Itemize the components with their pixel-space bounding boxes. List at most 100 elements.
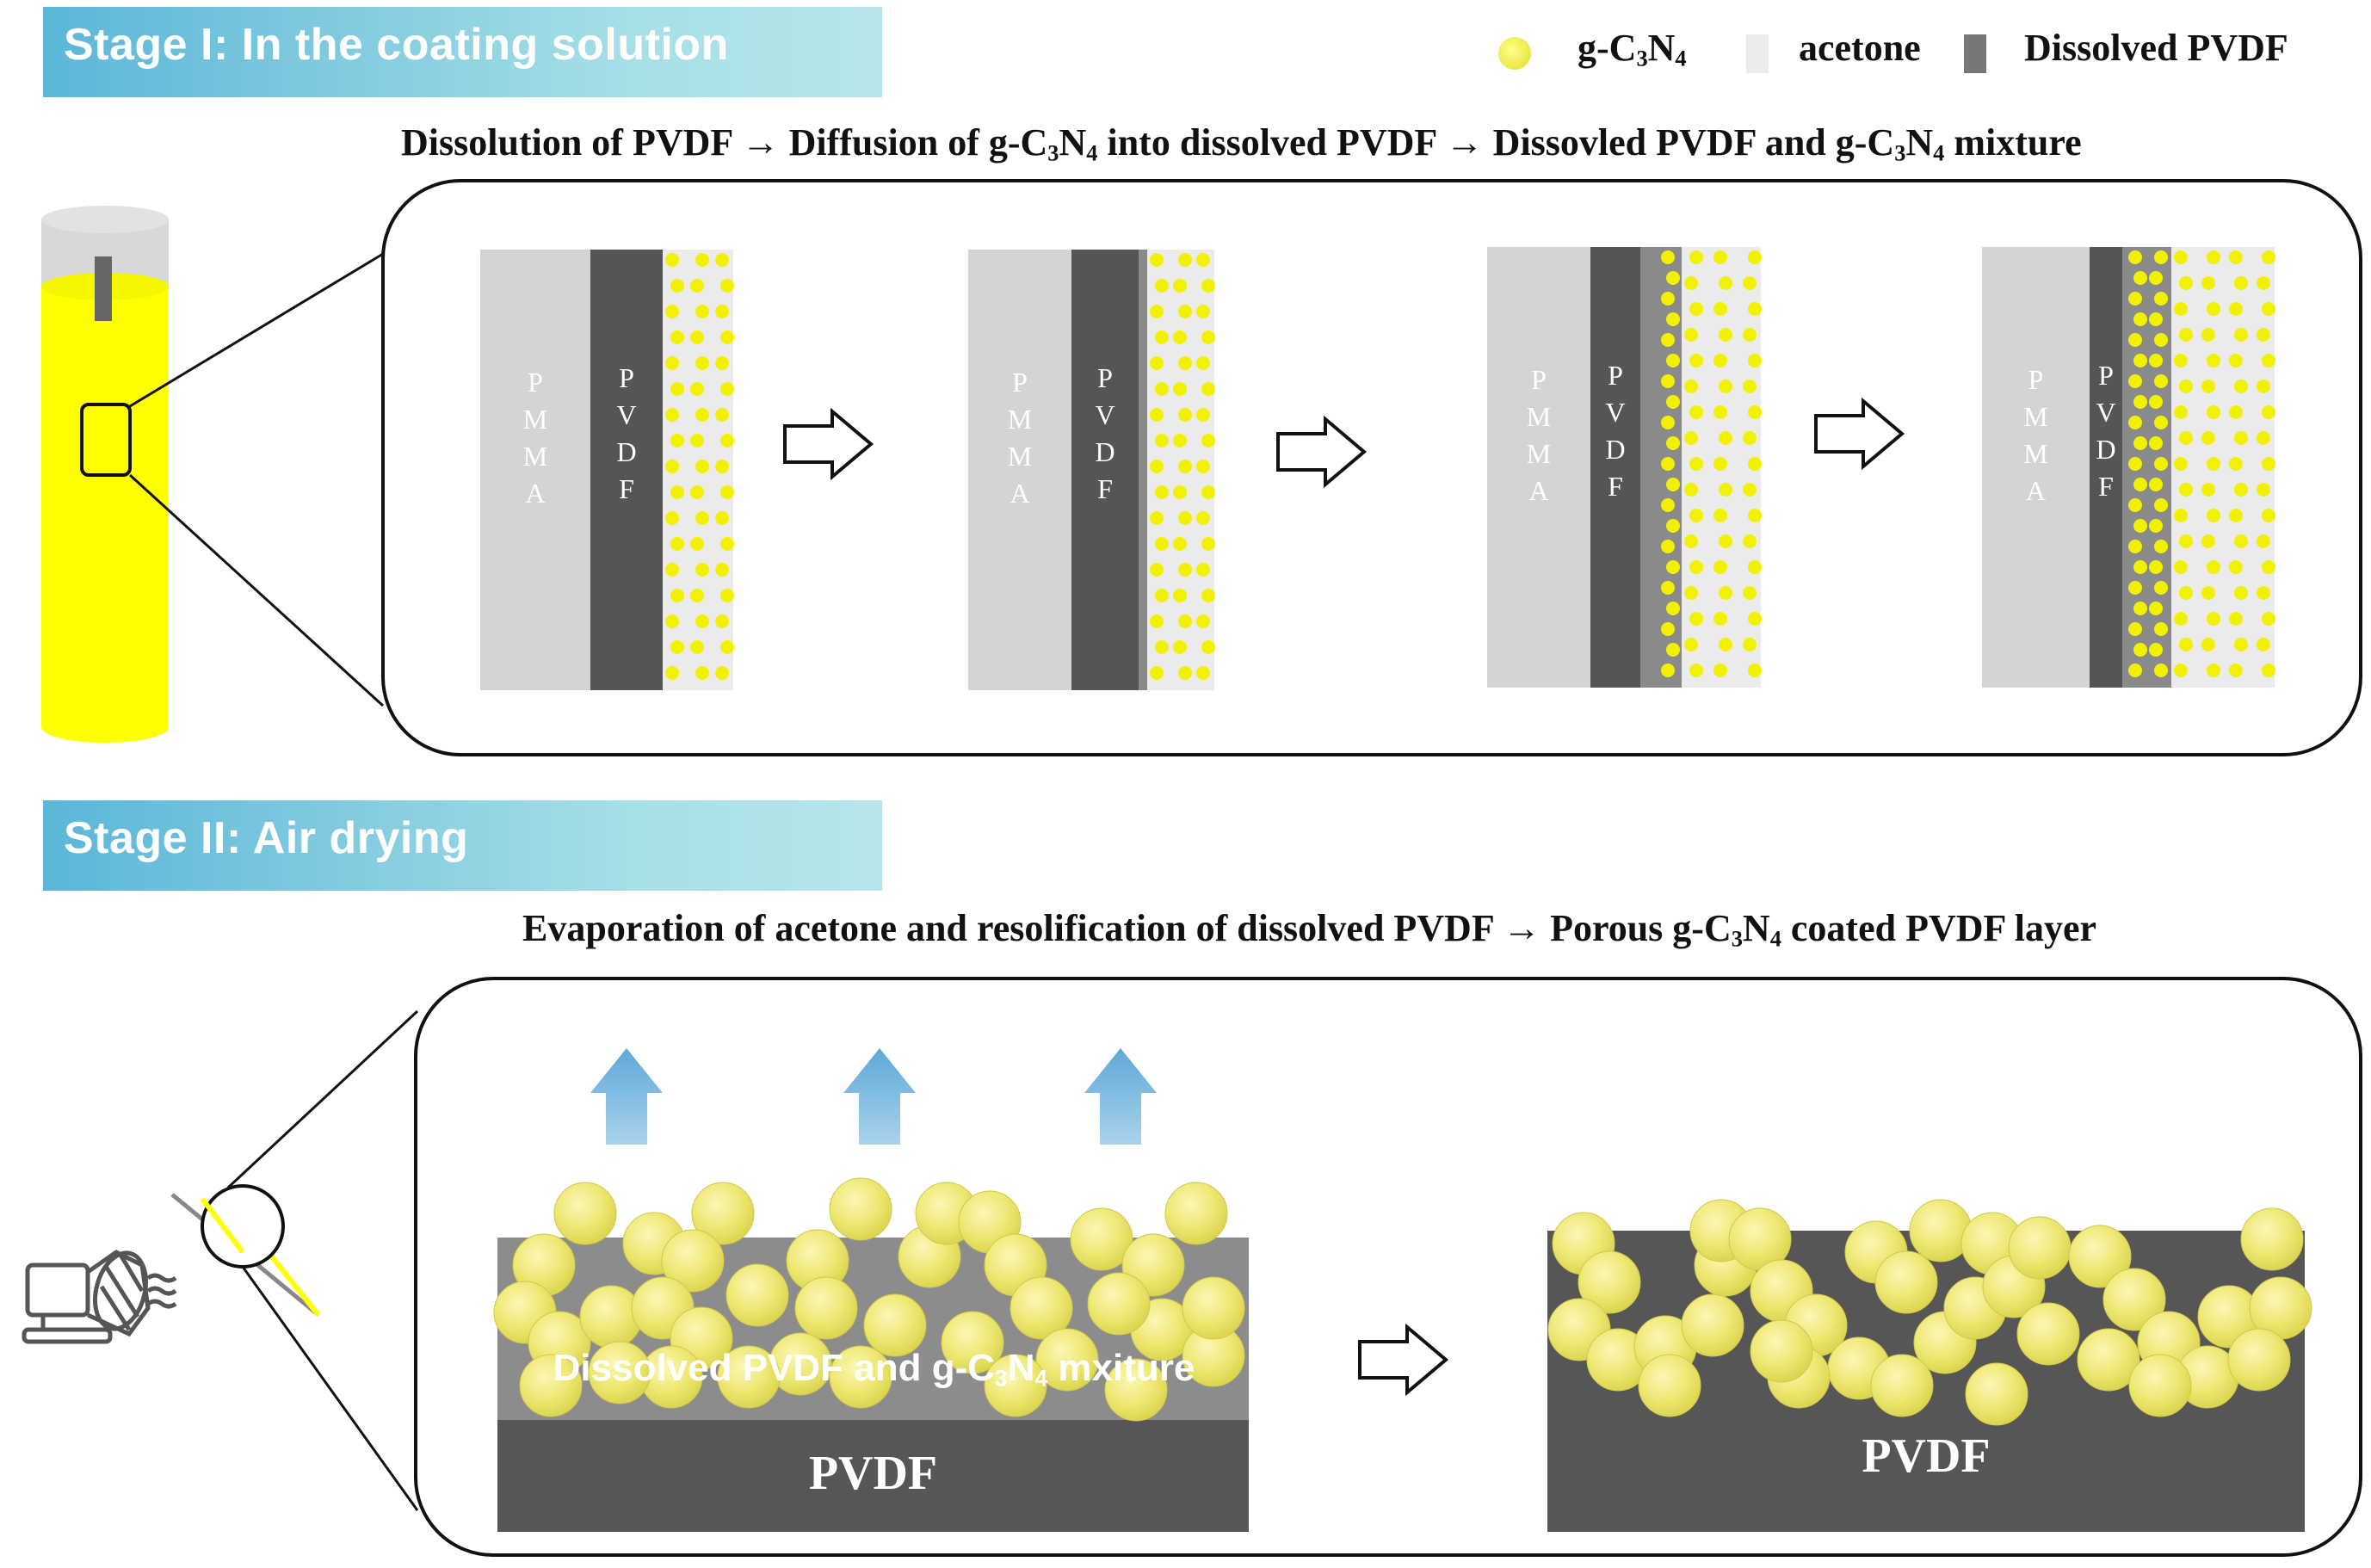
pvdf-layer bbox=[2090, 247, 2122, 688]
gcn-particle bbox=[2257, 328, 2270, 342]
gcn-particle bbox=[2133, 354, 2147, 367]
gcn-particle bbox=[670, 589, 684, 602]
gcn-particle bbox=[1689, 250, 1703, 264]
gcn-particle bbox=[2229, 302, 2243, 316]
pmma-letter: A bbox=[1010, 478, 1029, 509]
gcn-particle bbox=[1719, 328, 1732, 342]
gcn-particle bbox=[1173, 382, 1187, 396]
gcn-particle bbox=[2133, 271, 2147, 285]
gcn-particle bbox=[670, 485, 684, 499]
gcn-particle bbox=[1661, 250, 1675, 264]
pvdf-letter: D bbox=[1605, 434, 1625, 465]
gcn-particle bbox=[670, 330, 684, 344]
gcn-particle bbox=[1196, 511, 1210, 525]
gcn-particle bbox=[1201, 382, 1215, 396]
gcn-particle bbox=[1182, 1276, 1245, 1340]
gcn-particle bbox=[2149, 436, 2163, 450]
gcn-particle bbox=[2149, 354, 2163, 367]
legend-acetone-label: acetone bbox=[1799, 27, 1921, 69]
gcn-particle bbox=[1155, 589, 1169, 602]
gcn-particle bbox=[1748, 405, 1762, 419]
gcn-particle bbox=[1196, 614, 1210, 628]
step-arrow-2 bbox=[1276, 415, 1368, 489]
gcn-particle bbox=[1666, 560, 1680, 574]
gcn-particle bbox=[695, 666, 709, 680]
gcn-particle bbox=[2229, 612, 2243, 626]
gcn-particle bbox=[2207, 664, 2220, 677]
gcn-particle bbox=[2077, 1328, 2140, 1392]
pvdf-letter: F bbox=[1608, 471, 1623, 502]
gcn-particle bbox=[863, 1293, 927, 1357]
gcn-particle bbox=[2128, 333, 2142, 347]
gcn-particle bbox=[1666, 271, 1680, 285]
gcn-particle bbox=[1748, 612, 1762, 626]
gcn-particle bbox=[1713, 405, 1727, 419]
legend-pvdf-label: Dissolved PVDF bbox=[2024, 27, 2288, 69]
mixture-particles bbox=[493, 1177, 1245, 1422]
gcn-particle bbox=[2008, 1216, 2072, 1280]
gcn-particle bbox=[1150, 666, 1164, 680]
gcn-particle bbox=[720, 330, 734, 344]
gcn-particle bbox=[1035, 1328, 1099, 1392]
pmma-layer bbox=[1982, 247, 2090, 688]
gcn-particle bbox=[1661, 581, 1675, 595]
gcn-particle bbox=[2229, 354, 2243, 367]
gcn-particle bbox=[2179, 276, 2193, 290]
gcn-particle bbox=[2128, 250, 2142, 264]
stage2-caption: Evaporation of acetone and resolificatio… bbox=[522, 907, 2097, 952]
gcn-particle bbox=[2229, 560, 2243, 574]
gcn-particle bbox=[1196, 666, 1210, 680]
gcn-particle bbox=[1201, 279, 1215, 293]
step-arrow-3 bbox=[1814, 397, 1905, 471]
gcn-particle bbox=[1748, 302, 1762, 316]
gcn-particle bbox=[1173, 434, 1187, 448]
gcn-particle bbox=[1661, 374, 1675, 388]
gcn-particle bbox=[2262, 405, 2275, 419]
gcn-particle bbox=[2257, 534, 2270, 548]
step-arrow-1 bbox=[783, 407, 874, 481]
gcn-particle bbox=[1661, 416, 1675, 429]
gcn-particle bbox=[720, 434, 734, 448]
legend-acetone-swatch bbox=[1746, 34, 1769, 73]
gcn-particle bbox=[665, 563, 679, 577]
gcn-particle bbox=[1743, 586, 1757, 600]
gcn-particle bbox=[720, 279, 734, 293]
gcn-particle bbox=[695, 253, 709, 267]
pvdf-letter: V bbox=[1095, 399, 1114, 430]
drying-arrow bbox=[1358, 1323, 1449, 1397]
gcn-particle bbox=[1155, 537, 1169, 551]
gcn-particle bbox=[1713, 457, 1727, 471]
gcn-particle bbox=[2201, 328, 2215, 342]
gcn-particle bbox=[1743, 534, 1757, 548]
gcn-particle bbox=[2154, 540, 2168, 553]
gcn-particle bbox=[2229, 457, 2243, 471]
gcn-particle bbox=[1150, 460, 1164, 473]
gcn-particle bbox=[2257, 483, 2270, 497]
gcn-particle bbox=[2133, 312, 2147, 326]
pvdf-letter: D bbox=[1095, 436, 1114, 467]
acetone-layer bbox=[2171, 247, 2275, 688]
pvdf-letter: D bbox=[616, 436, 636, 467]
gcn-particle bbox=[2128, 374, 2142, 388]
gcn-particle bbox=[519, 1354, 583, 1417]
gcn-particle bbox=[1164, 1182, 1228, 1245]
gcn-particle bbox=[690, 640, 704, 654]
gcn-particle bbox=[2179, 638, 2193, 651]
gcn-particle bbox=[720, 589, 734, 602]
gcn-particle bbox=[1173, 485, 1187, 499]
pvdf-letter: P bbox=[2098, 360, 2114, 391]
gcn-particle bbox=[1689, 560, 1703, 574]
gcn-particle bbox=[2207, 405, 2220, 419]
gcn-particle bbox=[2201, 534, 2215, 548]
gcn-particle bbox=[2207, 250, 2220, 264]
gcn-particle bbox=[1178, 460, 1192, 473]
gcn-particle bbox=[1965, 1362, 2028, 1426]
gcn-particle bbox=[1196, 253, 1210, 267]
evaporation-arrow bbox=[590, 1048, 663, 1145]
gcn-particle bbox=[1201, 589, 1215, 602]
pvdf-letter: F bbox=[1097, 473, 1113, 504]
gcn-particle bbox=[2234, 483, 2248, 497]
